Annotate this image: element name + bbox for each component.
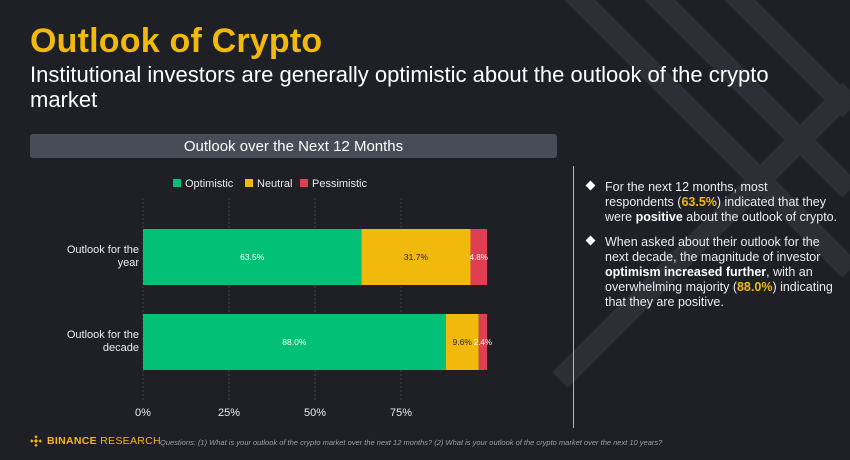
bar-segment [478,314,487,370]
commentary-bullet: When asked about their outlook for the n… [585,235,838,310]
x-tick-label: 50% [304,407,326,419]
category-label: Outlook for the decade [67,329,139,354]
logo-suffix: RESEARCH [96,435,161,447]
x-tick-label: 75% [390,407,412,419]
data-label: 9.6% [453,337,473,347]
bar-segment [361,229,471,285]
data-label: 88.0% [282,337,307,347]
legend-swatch [300,179,308,187]
data-label: 2.4% [474,338,492,347]
bar-segment [445,314,479,370]
diamond-bullet-icon [585,180,596,191]
commentary-bullet: For the next 12 months, most respondents… [585,180,838,225]
footer-questions-note: Questions: (1) What is your outlook of t… [160,438,663,447]
legend-label: Pessimistic [312,178,368,190]
legend-swatch [245,179,253,187]
x-tick-label: 25% [218,407,240,419]
legend-label: Neutral [257,178,292,190]
x-tick-label: 0% [135,407,151,419]
page-subtitle: Institutional investors are generally op… [30,62,769,112]
chart-title: Outlook over the Next 12 Months [30,134,557,158]
logo-brand: BINANCE [47,435,97,447]
binance-research-logo: BINANCE RESEARCH [30,435,161,447]
binance-logo-icon [30,435,42,447]
bar-segment [470,229,487,285]
data-label: 31.7% [404,252,429,262]
commentary-list: For the next 12 months, most respondents… [585,180,838,320]
diamond-bullet-icon [585,235,596,246]
legend-label: Optimistic [185,178,234,190]
bar-segment [143,314,446,370]
page-title: Outlook of Crypto [30,22,323,60]
category-label: Outlook for the year [67,244,139,269]
data-label: 63.5% [240,252,265,262]
bar-segment [143,229,362,285]
data-label: 4.8% [470,253,488,262]
legend-swatch [173,179,181,187]
vertical-divider [573,166,574,428]
